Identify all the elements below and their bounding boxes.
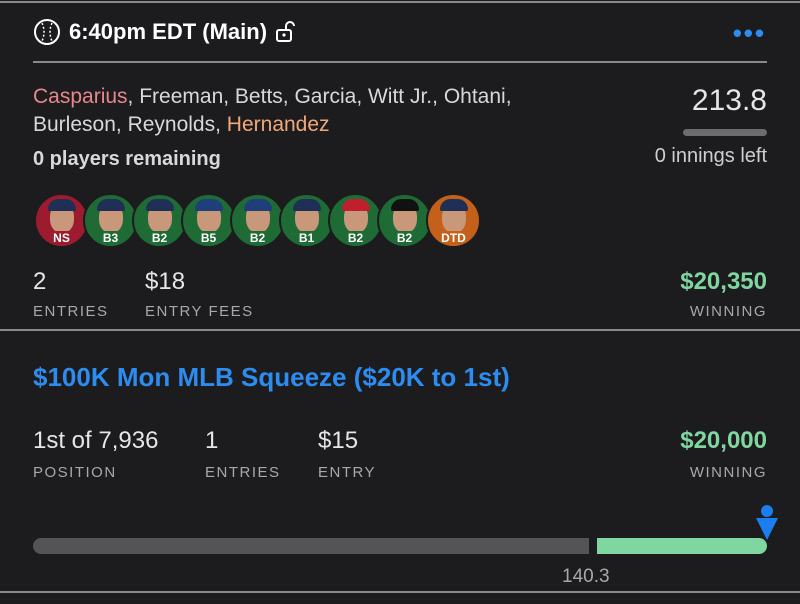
entry-fees-value: $18 (145, 268, 186, 295)
slate-header[interactable]: 6:40pm EDT (Main) (33, 18, 296, 46)
header-divider (33, 61, 767, 63)
player-name: Betts (234, 85, 283, 108)
lineup-score: 213.8 (691, 84, 767, 117)
cap-icon (293, 199, 321, 211)
contest-title[interactable]: $100K Mon MLB Squeeze ($20K to 1st) (33, 362, 510, 392)
winning-label: WINNING (689, 303, 767, 320)
contest-position: 1st of 7,936 (33, 427, 159, 454)
player-avatar[interactable]: B2 (230, 193, 285, 248)
player-name: Reynolds (127, 113, 216, 136)
contest-entries-label: ENTRIES (205, 464, 281, 481)
player-status: B1 (281, 231, 332, 246)
cap-icon (391, 199, 419, 211)
standings-bar-paid (597, 538, 767, 554)
player-avatar[interactable]: B5 (181, 193, 236, 248)
section-divider (0, 329, 800, 331)
bottom-divider (0, 591, 800, 593)
cap-icon (195, 199, 223, 211)
player-name: Casparius (33, 85, 128, 108)
user-position-icon (756, 505, 778, 540)
player-name: Garcia (294, 85, 357, 108)
contest-entries: 1 (205, 427, 219, 454)
entries-count: 2 (33, 268, 47, 295)
player-status: B3 (85, 231, 136, 246)
player-name: Ohtani (443, 85, 506, 108)
player-name: Freeman (139, 85, 224, 108)
player-avatar[interactable]: DTD (426, 193, 481, 248)
player-avatar[interactable]: B3 (83, 193, 138, 248)
player-status: B5 (183, 231, 234, 246)
unlocked-icon (276, 21, 296, 42)
top-divider (0, 1, 800, 3)
lineup-names: Casparius, Freeman, Betts, Garcia, Witt … (33, 85, 512, 136)
player-status: B2 (134, 231, 185, 246)
player-name: Burleson (33, 113, 116, 136)
player-status: NS (36, 231, 87, 246)
player-avatars: NS B3 B2 B5 B2 B1 B2 B2 DTD (34, 193, 481, 248)
innings-left: 0 innings left (654, 145, 767, 167)
baseball-icon (34, 19, 60, 45)
player-status: B2 (330, 231, 381, 246)
player-avatar[interactable]: B1 (279, 193, 334, 248)
more-dots-icon[interactable]: ••• (732, 18, 766, 48)
cap-icon (97, 199, 125, 211)
player-name: Hernandez (226, 113, 330, 136)
player-avatar[interactable]: B2 (377, 193, 432, 248)
cap-icon (146, 199, 174, 211)
standings-bar-losing (33, 538, 589, 554)
player-status: B2 (379, 231, 430, 246)
player-status: DTD (428, 231, 479, 246)
cutline-score: 140.3 (562, 566, 610, 587)
innings-progress-bar (683, 129, 767, 136)
slate-title: 6:40pm EDT (Main) (69, 19, 268, 44)
cap-icon (342, 199, 370, 211)
players-remaining: 0 players remaining (33, 148, 221, 170)
entry-fees-label: ENTRY FEES (145, 303, 254, 320)
contest-winning-label: WINNING (689, 464, 767, 481)
entries-label: ENTRIES (33, 303, 109, 320)
contest-winning: $20,000 (680, 427, 767, 454)
player-status: B2 (232, 231, 283, 246)
player-name: Witt Jr. (367, 85, 433, 108)
player-avatar[interactable]: B2 (328, 193, 383, 248)
position-label: POSITION (33, 464, 117, 481)
cap-icon (48, 199, 76, 211)
cap-icon (440, 199, 468, 211)
cap-icon (244, 199, 272, 211)
player-avatar[interactable]: B2 (132, 193, 187, 248)
total-winning: $20,350 (680, 268, 767, 295)
player-avatar[interactable]: NS (34, 193, 89, 248)
contest-entry-fee: $15 (318, 427, 359, 454)
contest-entry-label: ENTRY (318, 464, 377, 481)
